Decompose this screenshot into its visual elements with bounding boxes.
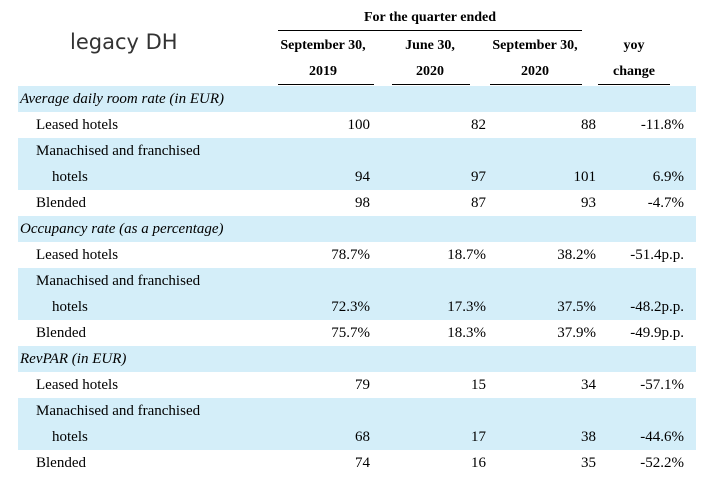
row-value-col-1: 79 <box>355 377 370 393</box>
header-col-yoy-underline <box>598 84 670 85</box>
row-band <box>18 398 696 450</box>
header-col-sep2020-underline <box>490 84 582 85</box>
header-col-yoy-line2: change <box>613 64 655 79</box>
row-value-col-3: 101 <box>573 169 597 185</box>
row-label: Manachised and franchised <box>36 403 201 419</box>
row-value-col-2: 18.3% <box>447 325 486 341</box>
row-value-col-1: 72.3% <box>331 299 370 315</box>
section-title: RevPAR (in EUR) <box>20 351 127 367</box>
row-value-col-2: 15 <box>471 377 486 393</box>
row-value-col-3: 38.2% <box>557 247 596 263</box>
row-label-continued: hotels <box>52 429 88 445</box>
row-value-col-1: 78.7% <box>331 247 370 263</box>
row-band <box>18 138 696 190</box>
row-value-col-2: 18.7% <box>447 247 486 263</box>
header-col-sep2020-line2: 2020 <box>521 64 549 79</box>
header-col-yoy-line1: yoy <box>623 38 645 53</box>
row-value-col-2: 82 <box>471 117 486 133</box>
section-title: Average daily room rate (in EUR) <box>20 91 224 107</box>
row-label-continued: hotels <box>52 169 88 185</box>
row-value-col-2: 16 <box>471 455 486 471</box>
row-value-col-1: 94 <box>355 169 370 185</box>
row-label: Blended <box>36 195 86 211</box>
row-value-col-4: -57.1% <box>640 377 684 393</box>
row-value-col-4: -48.2p.p. <box>630 299 684 315</box>
header-group-title: For the quarter ended <box>363 10 497 25</box>
row-label: Blended <box>36 325 86 341</box>
row-value-col-2: 87 <box>471 195 486 211</box>
row-value-col-4: 6.9% <box>652 169 684 185</box>
row-value-col-1: 98 <box>355 195 370 211</box>
header-col-2019-underline <box>278 84 374 85</box>
row-value-col-4: -51.4p.p. <box>630 247 684 263</box>
header-col-2019-line2: 2019 <box>309 64 337 79</box>
row-label: Manachised and franchised <box>36 273 201 289</box>
row-label: Leased hotels <box>36 247 119 263</box>
row-value-col-4: -11.8% <box>640 117 684 133</box>
header-col-sep2020-line1: September 30, <box>492 38 578 53</box>
row-label-continued: hotels <box>52 299 88 315</box>
header-col-jun2020-line2: 2020 <box>416 64 444 79</box>
row-value-col-4: -44.6% <box>640 429 684 445</box>
row-value-col-3: 37.5% <box>557 299 596 315</box>
row-value-col-4: -52.2% <box>640 455 684 471</box>
row-value-col-1: 100 <box>347 117 371 133</box>
row-value-col-3: 38 <box>581 429 596 445</box>
header-col-2019-line1: September 30, <box>280 38 366 53</box>
section-title: Occupancy rate (as a percentage) <box>20 221 224 237</box>
header-col-jun2020-line1: June 30, <box>405 38 455 53</box>
header-group-underline <box>278 30 582 31</box>
row-label: Leased hotels <box>36 117 119 133</box>
row-value-col-3: 37.9% <box>557 325 596 341</box>
row-value-col-4: -49.9p.p. <box>630 325 684 341</box>
row-value-col-1: 74 <box>355 455 370 471</box>
row-value-col-3: 88 <box>581 117 596 133</box>
row-band <box>18 268 696 320</box>
row-value-col-2: 17 <box>471 429 486 445</box>
row-value-col-2: 17.3% <box>447 299 486 315</box>
section-band <box>18 216 696 242</box>
section-band <box>18 346 696 372</box>
row-label: Blended <box>36 455 86 471</box>
row-label: Manachised and franchised <box>36 143 201 159</box>
row-value-col-3: 34 <box>581 377 596 393</box>
company-logo: legacy DH <box>70 30 178 54</box>
row-value-col-2: 97 <box>471 169 486 185</box>
row-value-col-4: -4.7% <box>647 195 684 211</box>
row-value-col-1: 68 <box>355 429 370 445</box>
row-value-col-3: 93 <box>581 195 596 211</box>
row-value-col-3: 35 <box>581 455 596 471</box>
header-col-jun2020-underline <box>392 84 470 85</box>
row-label: Leased hotels <box>36 377 119 393</box>
row-value-col-1: 75.7% <box>331 325 370 341</box>
section-band <box>18 86 696 112</box>
